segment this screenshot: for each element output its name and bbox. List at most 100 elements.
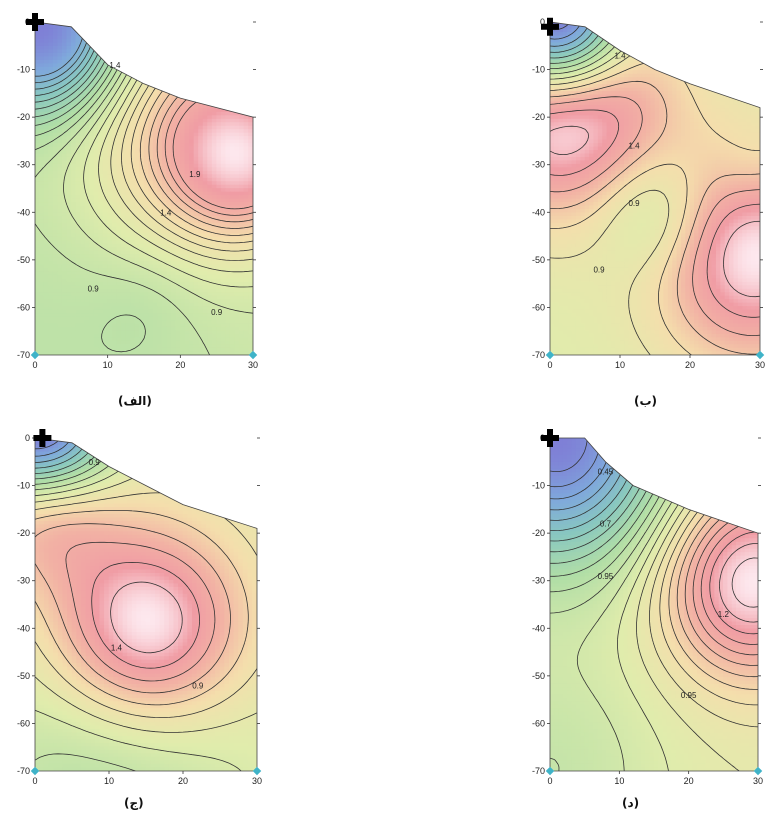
contour-label: 0.45 [598, 467, 614, 476]
x-tick-label: 0 [32, 776, 37, 786]
y-tick-label: -60 [532, 718, 545, 728]
chart-panel-be: 0 -10 -20 -30 -40 -50 -60 -70 0 10 20 30 1.4 1.4 0.9 0.… [510, 0, 773, 372]
panel-caption-alef: (الف) [118, 394, 152, 408]
contour-line [91, 562, 200, 669]
contour-field [35, 438, 257, 771]
x-tick-label: 0 [547, 776, 552, 786]
contour-line [550, 80, 760, 355]
chart-panel-dal: 0-10-20-30-40-50-60-7001020300.450.70.95… [510, 416, 773, 788]
y-tick-label: -40 [17, 207, 30, 217]
y-tick-label: -50 [532, 255, 545, 265]
contour-label: 1.4 [628, 142, 640, 151]
y-tick-label: -60 [532, 302, 545, 312]
y-tick-label: -20 [532, 528, 545, 538]
panel-caption-be: (ب) [634, 394, 658, 408]
y-tick-label: -70 [532, 766, 545, 776]
plus-marker-icon [541, 429, 559, 447]
panel-caption-dal: (د) [622, 796, 640, 810]
x-tick-label: 20 [175, 360, 185, 370]
y-tick-label: -10 [17, 65, 30, 75]
chart-panel-alef: 0-10-20-30-40-50-60-7001020301.41.91.40.… [0, 0, 268, 372]
y-tick-label: -70 [532, 350, 545, 360]
x-tick-label: 20 [178, 776, 188, 786]
x-tick-label: 30 [248, 360, 258, 370]
y-tick-label: 0 [540, 17, 545, 27]
contour-chart-be: 0-10-20-30-40-50-60-700 10 20 301.41.40.90.… [532, 17, 765, 370]
contour-label: 0.9 [192, 681, 204, 690]
y-tick-label: -40 [17, 623, 30, 633]
contour-line [550, 96, 760, 336]
panel-caption-jim: (ج) [124, 796, 144, 810]
contour-line [35, 510, 249, 706]
contour-line [719, 543, 758, 623]
x-tick-label: 0 [32, 360, 37, 370]
y-tick-label: -70 [17, 766, 30, 776]
x-tick-label: 10 [615, 360, 625, 370]
x-tick-label: 30 [755, 360, 765, 370]
contour-label: 1.4 [614, 51, 626, 60]
corner-marker [248, 350, 258, 360]
contour-label: 0.9 [593, 265, 605, 274]
domain-outline [549, 437, 759, 772]
y-tick-label: -30 [17, 576, 30, 586]
x-tick-label: 20 [684, 776, 694, 786]
y-tick-label: -60 [17, 302, 30, 312]
x-tick-label: 10 [103, 360, 113, 370]
x-tick-label: 10 [104, 776, 114, 786]
contour-chart-jim: 0-10-20-30-40-50-60-700 10 20 300.91.40.9 [17, 429, 262, 786]
contour-label: 1.9 [189, 170, 201, 179]
contour-label: 0.9 [88, 284, 100, 293]
y-tick-label: -50 [17, 671, 30, 681]
contour-label: 0.9 [89, 458, 101, 467]
y-tick-label: -10 [532, 65, 545, 75]
corner-marker [755, 350, 765, 360]
corner-marker [30, 350, 40, 360]
y-tick-label: -10 [17, 481, 30, 491]
plus-marker-icon [33, 429, 52, 447]
contour-line [731, 557, 758, 608]
contour-chart-dal: 0-10-20-30-40-50-60-7001020300.450.70.95… [532, 429, 763, 786]
y-tick-label: -10 [532, 481, 545, 491]
contour-label: 0.95 [598, 572, 614, 581]
contour-label: 0.95 [681, 691, 697, 700]
contour-line [110, 581, 183, 654]
contour-label: 0.7 [600, 520, 612, 529]
y-tick-label: -70 [17, 350, 30, 360]
y-tick-label: -30 [17, 160, 30, 170]
domain-outline [549, 21, 761, 356]
plus-marker-icon [541, 17, 559, 36]
domain-outline [34, 21, 254, 356]
x-tick-label: 0 [547, 360, 552, 370]
x-tick-label: 10 [614, 776, 624, 786]
y-tick-label: -20 [17, 112, 30, 122]
y-tick-label: -30 [532, 576, 545, 586]
contour-label: 1.4 [111, 643, 123, 652]
y-tick-label: -60 [17, 718, 30, 728]
contour-line [550, 125, 760, 298]
y-tick-label: -40 [532, 623, 545, 633]
x-tick-label: 30 [753, 776, 763, 786]
y-tick-label: -30 [532, 160, 545, 170]
contour-label: 1.4 [160, 208, 172, 217]
contour-line [709, 531, 758, 635]
plus-marker-icon [26, 13, 44, 31]
contour-label: 0.9 [211, 308, 223, 317]
y-tick-label: -50 [532, 671, 545, 681]
contour-line [550, 109, 760, 318]
contour-line [35, 523, 231, 694]
y-tick-label: -20 [17, 528, 30, 538]
chart-panel-jim: 0 -10 -20 -30 -40 -50 -60 -70 0 10 20 30 0.9 1.4 0.9 [0, 416, 268, 788]
contour-field [35, 22, 253, 355]
y-tick-label: -50 [17, 255, 30, 265]
y-tick-label: -20 [532, 112, 545, 122]
y-tick-label: -40 [532, 207, 545, 217]
contour-chart-alef: 0-10-20-30-40-50-60-7001020301.41.91.40.… [17, 13, 258, 370]
x-tick-label: 30 [252, 776, 262, 786]
contour-field [550, 438, 758, 771]
contour-field [550, 22, 760, 355]
contour-label: 1.4 [109, 61, 121, 70]
y-tick-label: 0 [25, 433, 30, 443]
x-tick-label: 20 [685, 360, 695, 370]
contour-label: 1.2 [718, 610, 730, 619]
contour-label: 0.9 [628, 199, 640, 208]
